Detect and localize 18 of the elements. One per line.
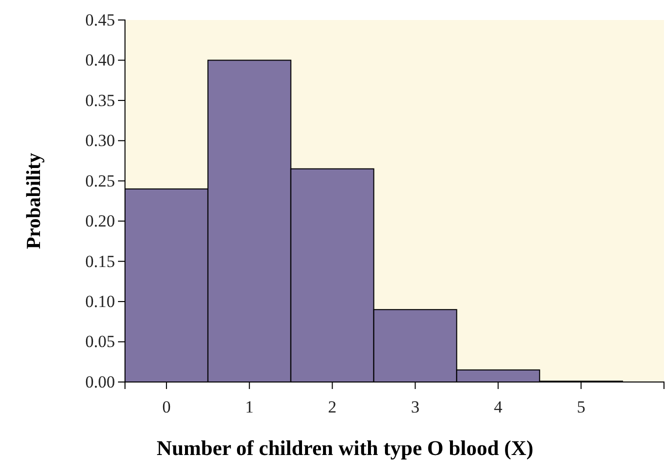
y-tick-label: 0.15 [85,252,115,271]
y-tick-label: 0.35 [85,90,115,110]
x-tick-label: 2 [328,397,337,416]
y-tick-label: 0.45 [85,10,115,30]
x-tick-label: 0 [162,397,171,416]
y-tick-label: 0.30 [85,131,115,150]
x-tick-label: 4 [494,397,503,416]
x-axis-title: Number of children with type O blood (X) [156,436,534,460]
x-tick-label: 5 [576,397,586,416]
y-tick-label: 0.25 [85,171,115,190]
y-tick-label: 0.20 [85,212,115,231]
y-tick-label: 0.00 [85,372,115,392]
y-tick-label: 0.10 [85,292,115,311]
y-tick-label: 0.05 [85,332,115,352]
y-axis-title: Probability [23,152,45,250]
x-tick-label: 1 [245,397,254,416]
x-tick-label: 3 [410,397,420,416]
y-tick-label: 0.40 [85,50,115,70]
